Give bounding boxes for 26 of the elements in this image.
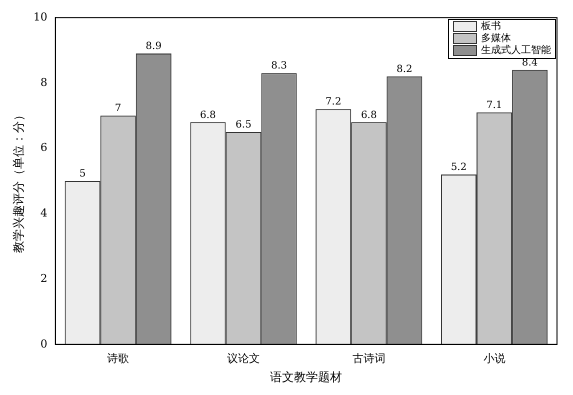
data-label: 6.5	[236, 120, 252, 131]
x-tick-label: 议论文	[227, 352, 260, 365]
data-label: 7.1	[486, 100, 502, 111]
y-tick-label: 10	[33, 10, 48, 24]
y-tick-label: 2	[40, 272, 48, 285]
data-label: 7	[114, 103, 122, 114]
y-tick-label: 8	[40, 76, 48, 89]
data-label: 8.2	[396, 64, 412, 76]
legend-label: 板书	[481, 20, 501, 33]
legend-label: 多媒体	[481, 32, 511, 44]
x-tick-label: 古诗词	[352, 352, 386, 365]
data-label: 6.8	[200, 110, 216, 121]
data-label: 7.2	[325, 96, 342, 108]
y-tick-label: 0	[40, 337, 48, 350]
data-label: 6.8	[360, 110, 377, 121]
x-tick-label: 诗歌	[107, 352, 130, 365]
x-axis-title: 语文教学题材	[270, 370, 342, 384]
y-axis-title: 教学兴趣评分（单位：分）	[11, 109, 26, 253]
x-tick-label: 小说	[483, 352, 506, 365]
data-label: 5.2	[450, 162, 467, 174]
data-label: 5	[79, 168, 86, 180]
data-label: 8.9	[146, 41, 162, 52]
y-tick-label: 4	[40, 206, 48, 220]
legend-label: 生成式人工智能	[481, 44, 551, 57]
data-label: 8.3	[271, 60, 287, 72]
y-tick-label: 6	[40, 141, 48, 154]
